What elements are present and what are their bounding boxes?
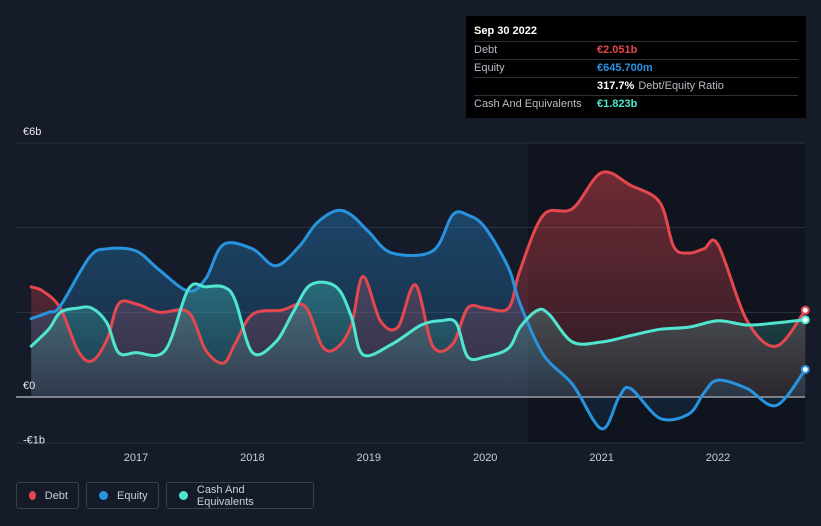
legend-debt-label: Debt: [44, 489, 68, 502]
tooltip-date: Sep 30 2022: [474, 25, 537, 37]
tooltip-cash-value: €1.823b: [597, 98, 638, 110]
tooltip-cash-row: Cash And Equivalents €1.823b: [474, 95, 798, 113]
x-tick-label: 2018: [240, 452, 264, 464]
debt-dot-icon: [29, 491, 36, 500]
cash-and-equivalents-end-marker: [800, 315, 810, 325]
tooltip-cash-label: Cash And Equivalents: [474, 98, 582, 110]
x-tick-label: 2022: [706, 452, 730, 464]
x-tick-label: 2019: [357, 452, 381, 464]
tooltip-debt-label: Debt: [474, 44, 498, 56]
tooltip-ratio-value: 317.7%: [597, 80, 635, 92]
series-lines: [29, 170, 807, 431]
legend-cash-label: Cash And Equivalents: [196, 483, 254, 508]
equity-dot-icon: [99, 491, 108, 500]
cash-and-equivalents-line: [29, 280, 807, 362]
legend-equity-label: Equity: [117, 489, 148, 502]
cash-dot-icon: [179, 491, 188, 500]
tooltip-debt-value: €2.051b: [597, 44, 638, 56]
equity-line: [29, 208, 807, 431]
tooltip-equity-value: €645.700m: [597, 62, 653, 74]
axis-ticks: €6b €0 -€1b 2017 2018 2019 2020 2021 2022: [23, 126, 730, 464]
y-tick-label: -€1b: [23, 434, 45, 446]
x-tick-label: 2020: [473, 452, 497, 464]
cash-and-equivalents-area: [31, 282, 806, 397]
tooltip-debt-row: Debt €2.051b: [474, 41, 798, 59]
tooltip-ratio-row: 317.7% Debt/Equity Ratio: [474, 77, 798, 95]
legend: Debt Equity Cash And Equivalents: [16, 482, 314, 509]
x-tick-label: 2017: [124, 452, 148, 464]
end-markers: [800, 305, 810, 374]
legend-cash-toggle[interactable]: Cash And Equivalents: [166, 482, 314, 509]
x-tick-label: 2021: [589, 452, 613, 464]
tooltip-equity-row: Equity €645.700m: [474, 59, 798, 77]
y-tick-label: €0: [23, 380, 35, 392]
tooltip-ratio-label: Debt/Equity Ratio: [638, 80, 724, 92]
y-tick-label: €6b: [23, 126, 41, 138]
tooltip: Sep 30 2022 Debt €2.051b Equity €645.700…: [466, 16, 806, 118]
legend-equity-toggle[interactable]: Equity: [86, 482, 159, 509]
debt-end-marker: [800, 305, 810, 315]
debt-line: [29, 170, 807, 365]
tooltip-equity-label: Equity: [474, 62, 505, 74]
legend-debt-toggle[interactable]: Debt: [16, 482, 79, 509]
equity-end-marker: [800, 364, 810, 374]
